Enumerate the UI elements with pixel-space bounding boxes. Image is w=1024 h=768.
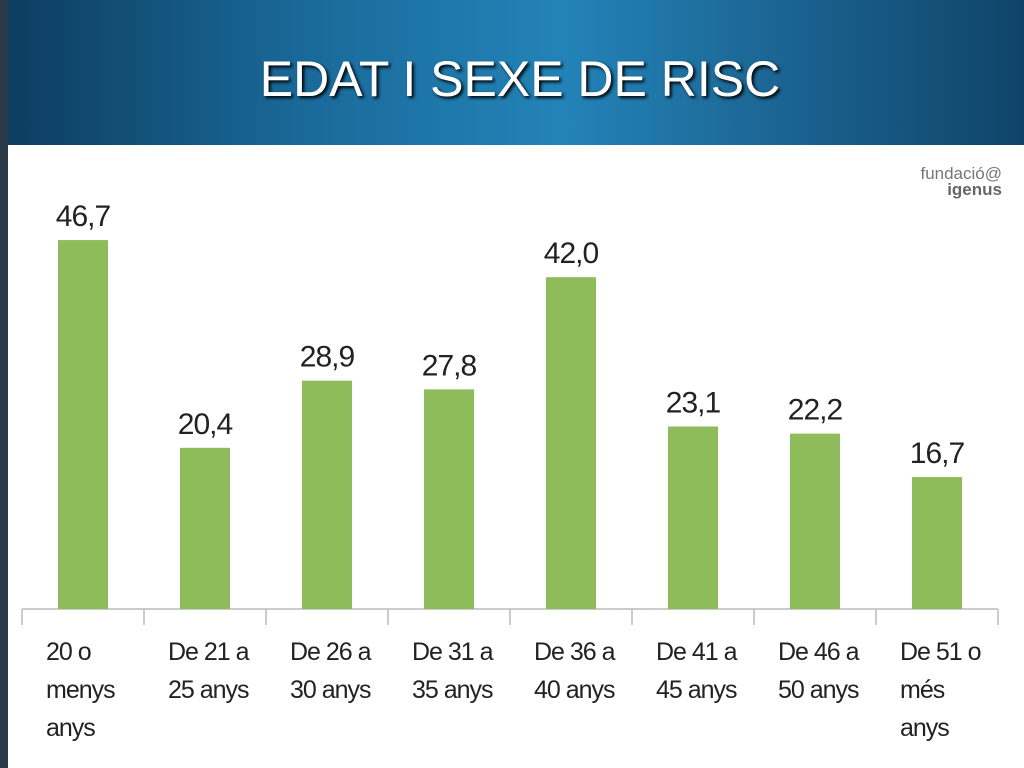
bar xyxy=(546,277,596,609)
value-label: 27,8 xyxy=(422,349,477,382)
bar xyxy=(302,380,352,609)
bar xyxy=(424,389,474,609)
value-label: 28,9 xyxy=(300,341,355,374)
header-band xyxy=(0,0,1024,145)
bar xyxy=(180,447,230,609)
logo-line: igenus xyxy=(947,180,1002,199)
value-label: 46,7 xyxy=(56,200,111,233)
category-label: De 21 a 25 anys xyxy=(168,638,250,704)
value-label: 22,2 xyxy=(788,394,843,427)
bar xyxy=(668,426,718,609)
bar xyxy=(58,240,108,609)
left-strip xyxy=(0,0,8,768)
category-label: De 31 a 35 anys xyxy=(412,638,494,704)
value-label: 23,1 xyxy=(666,387,721,420)
logo: fundació@ igenus xyxy=(920,164,1002,199)
category-label: De 51 o més anys xyxy=(900,638,982,742)
bar xyxy=(790,433,840,609)
logo-line: fundació@ xyxy=(920,164,1002,183)
value-label: 16,7 xyxy=(910,437,965,470)
category-label: 20 o menys anys xyxy=(46,638,116,742)
slide-title: EDAT I SEXE DE RISC xyxy=(259,51,781,107)
category-label: De 36 a 40 anys xyxy=(534,638,616,704)
bar xyxy=(912,477,962,609)
category-label: De 26 a 30 anys xyxy=(290,638,372,704)
category-label: De 46 a 50 anys xyxy=(778,638,860,704)
category-label: De 41 a 45 anys xyxy=(656,638,738,704)
value-label: 20,4 xyxy=(178,408,233,441)
value-label: 42,0 xyxy=(544,237,599,270)
